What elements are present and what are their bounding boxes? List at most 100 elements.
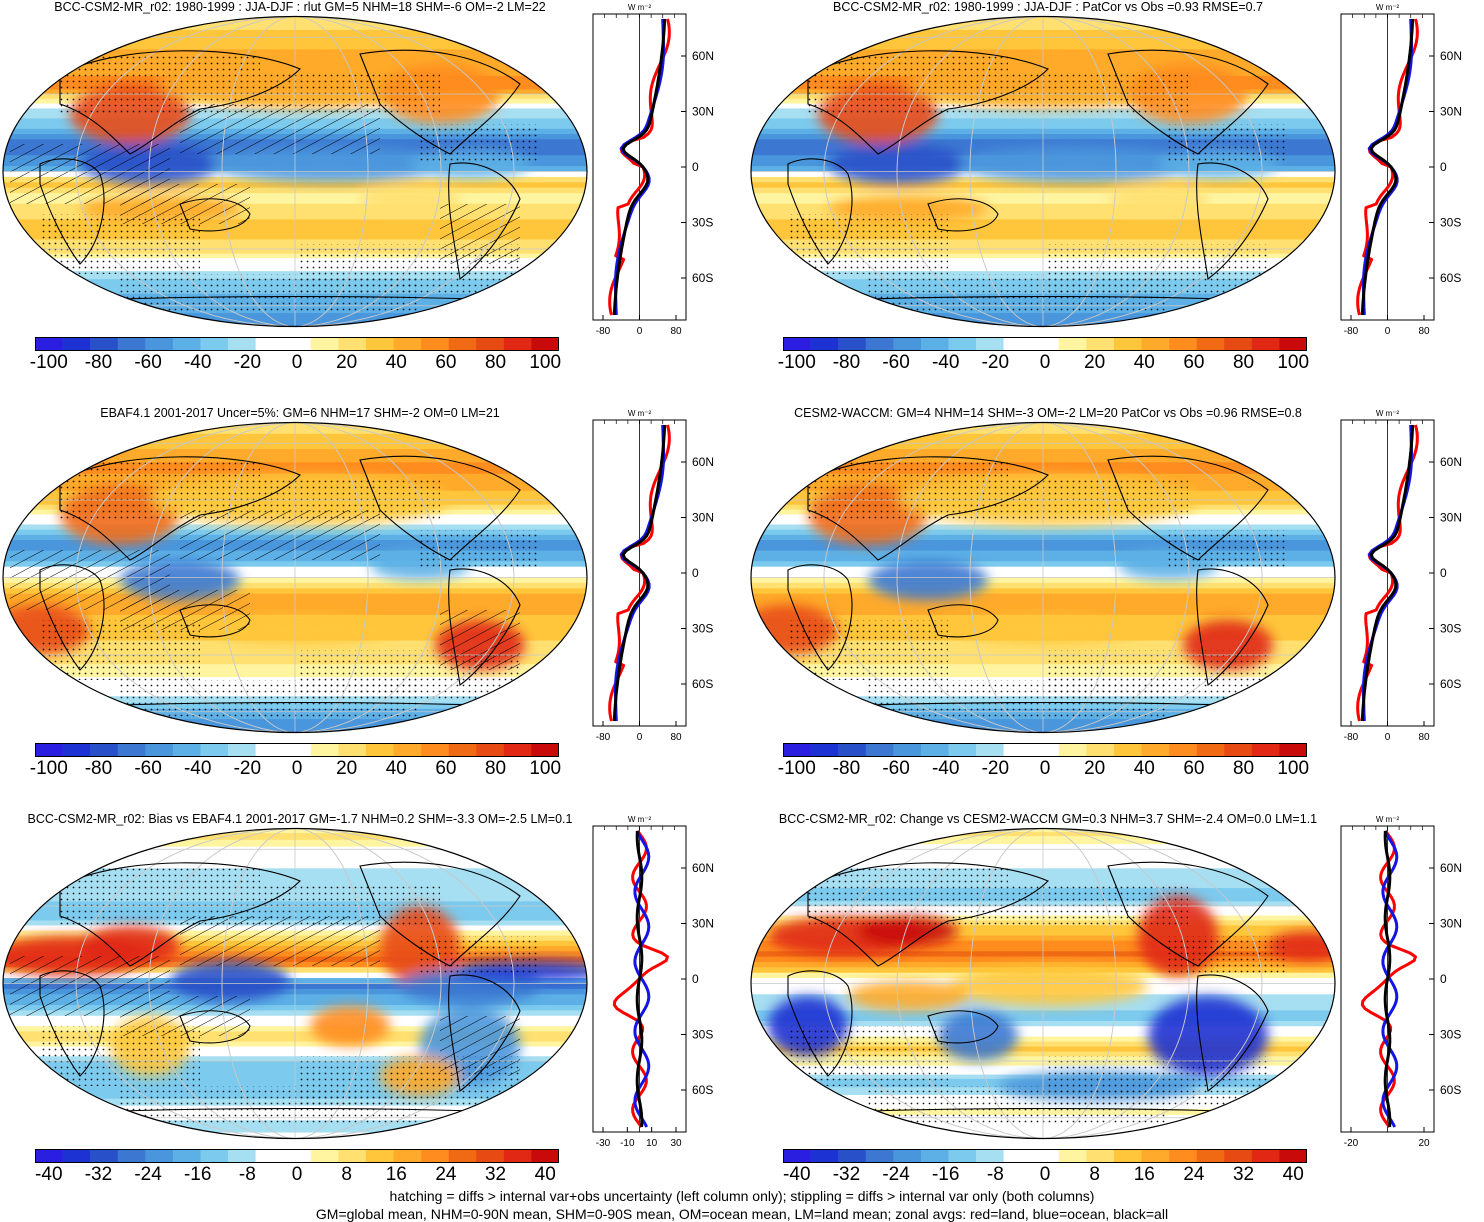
lat-label: 30N bbox=[692, 511, 714, 525]
field-anomaly bbox=[210, 616, 390, 644]
colorbar-tick-label: 20 bbox=[1084, 352, 1106, 373]
colorbar-swatch bbox=[62, 743, 91, 757]
colorbar-swatch bbox=[421, 1149, 449, 1163]
map-field bbox=[3, 422, 587, 733]
colorbar-frame bbox=[783, 337, 1307, 351]
x-tick-label: -10 bbox=[620, 1138, 635, 1149]
coastline bbox=[1107, 861, 1269, 967]
colorbar-swatch bbox=[172, 1149, 201, 1163]
stipple-region bbox=[120, 680, 420, 720]
colorbar-swatch bbox=[421, 337, 449, 351]
colorbar-tick-label: 80 bbox=[484, 758, 507, 779]
stipple-region bbox=[120, 1086, 420, 1126]
panel-3: EBAF4.1 2001-2017 Uncer=5%: GM=6 NHM=17 … bbox=[0, 406, 745, 786]
lat-label: 0 bbox=[1440, 566, 1447, 580]
colorbar-tick-label: -40 bbox=[183, 352, 212, 373]
colorbar-swatch bbox=[976, 1149, 1004, 1163]
panel-6: BCC-CSM2-MR_r02: Change vs CESM2-WACCM G… bbox=[748, 812, 1484, 1192]
colorbar-tick-label: -60 bbox=[134, 758, 162, 779]
colorbar-tick-label: -32 bbox=[84, 1164, 113, 1185]
colorbar-tick-label: 8 bbox=[341, 1164, 352, 1185]
colorbar-swatch bbox=[90, 337, 119, 351]
colorbar-swatch bbox=[200, 743, 229, 757]
zonal-plot: W m⁻² 60N 30N 0 30S 60S -20 20 bbox=[1340, 815, 1462, 1149]
colorbar-swatch bbox=[948, 1149, 977, 1163]
colorbar-swatch bbox=[893, 1149, 922, 1163]
coastline bbox=[39, 158, 105, 265]
zonal-units: W m⁻² bbox=[628, 409, 652, 418]
x-tick-label: -80 bbox=[1344, 732, 1359, 743]
colorbar-swatch bbox=[920, 743, 949, 757]
colorbar-swatch bbox=[228, 1149, 256, 1163]
colorbar-swatch bbox=[338, 337, 367, 351]
colorbar-tick-label: 40 bbox=[385, 352, 407, 373]
coastline bbox=[1196, 162, 1269, 280]
colorbar-swatch bbox=[1196, 743, 1225, 757]
colorbar-tick-label: -16 bbox=[931, 1164, 960, 1185]
colorbar-tick-label: -20 bbox=[233, 758, 262, 779]
colorbar-swatch bbox=[255, 743, 284, 757]
colorbar-swatch bbox=[365, 1149, 394, 1163]
panel-title: CESM2-WACCM: GM=4 NHM=14 SHM=-3 OM=-2 LM… bbox=[794, 406, 1302, 420]
field-anomaly bbox=[170, 961, 290, 1001]
colorbar-labels: -40 -32 -24 -16 -8 0 8 16 24 32 40 bbox=[35, 1164, 559, 1188]
graticule-meridian bbox=[969, 828, 1117, 1139]
colorbar-swatch bbox=[117, 337, 146, 351]
colorbar-tick-label: 16 bbox=[385, 1164, 407, 1185]
zonal-units: W m⁻² bbox=[628, 815, 652, 824]
lat-label: 30N bbox=[692, 917, 714, 931]
map bbox=[750, 421, 1336, 734]
colorbar-swatch bbox=[1113, 337, 1142, 351]
panel-1: BCC-CSM2-MR_r02: 1980-1999 : JJA-DJF : r… bbox=[0, 0, 745, 380]
coastline bbox=[927, 604, 999, 638]
colorbar-swatch bbox=[365, 337, 394, 351]
colorbar-swatch bbox=[893, 337, 922, 351]
graticule-meridian bbox=[823, 16, 1263, 327]
colorbar-swatch bbox=[1169, 1149, 1197, 1163]
colorbar-swatch bbox=[393, 743, 422, 757]
colorbar-swatch bbox=[228, 337, 256, 351]
x-tick-label: 0 bbox=[637, 732, 643, 743]
lat-label: 30N bbox=[1440, 511, 1462, 525]
colorbar-swatch bbox=[976, 743, 1004, 757]
colorbar-swatch bbox=[338, 1149, 367, 1163]
zonal-plot: W m⁻² 60N 30N 0 30S 60S -80 0 80 bbox=[1340, 409, 1462, 743]
graticule-meridian bbox=[148, 828, 442, 1139]
colorbar-swatch bbox=[1086, 743, 1115, 757]
colorbar-swatch bbox=[1058, 1149, 1087, 1163]
x-tick-label: -20 bbox=[1344, 1138, 1359, 1149]
colorbar-swatch bbox=[810, 1149, 839, 1163]
lat-label: 60N bbox=[1440, 861, 1462, 875]
colorbar-swatch bbox=[531, 1149, 559, 1163]
colorbar-swatch bbox=[1113, 743, 1142, 757]
colorbar-tick-label: 20 bbox=[1084, 758, 1106, 779]
colorbar-tick-label: -100 bbox=[777, 758, 816, 779]
graticule-meridian bbox=[221, 422, 369, 733]
map-field bbox=[3, 828, 587, 1139]
colorbar-swatch bbox=[35, 743, 63, 757]
colorbar-labels: -100 -80 -60 -40 -20 0 20 40 60 80 100 bbox=[30, 352, 562, 376]
colorbar-swatch bbox=[810, 337, 839, 351]
hatch-region bbox=[120, 590, 250, 630]
lat-label: 60S bbox=[692, 677, 713, 691]
colorbar-swatch bbox=[1279, 1149, 1307, 1163]
lat-label: 60N bbox=[1440, 49, 1462, 63]
coastline bbox=[787, 564, 853, 671]
graticule-meridian bbox=[896, 422, 1190, 733]
colorbar-swatch bbox=[1196, 337, 1225, 351]
colorbar-swatch bbox=[948, 337, 977, 351]
colorbar-swatch bbox=[338, 743, 367, 757]
coastline bbox=[1107, 455, 1269, 561]
colorbar-swatch bbox=[117, 1149, 146, 1163]
colorbar-swatch bbox=[1224, 743, 1253, 757]
colorbar-tick-label: -80 bbox=[832, 758, 861, 779]
colorbar-swatch bbox=[90, 1149, 119, 1163]
colorbar-swatch bbox=[1058, 337, 1087, 351]
colorbar-tick-label: 80 bbox=[1232, 758, 1255, 779]
colorbar-tick-label: 100 bbox=[529, 352, 562, 373]
colorbar-swatch bbox=[865, 1149, 894, 1163]
map-border bbox=[2, 15, 588, 328]
lat-label: 0 bbox=[692, 160, 699, 174]
colorbar-swatch bbox=[145, 1149, 174, 1163]
colorbar-swatch bbox=[1141, 337, 1170, 351]
